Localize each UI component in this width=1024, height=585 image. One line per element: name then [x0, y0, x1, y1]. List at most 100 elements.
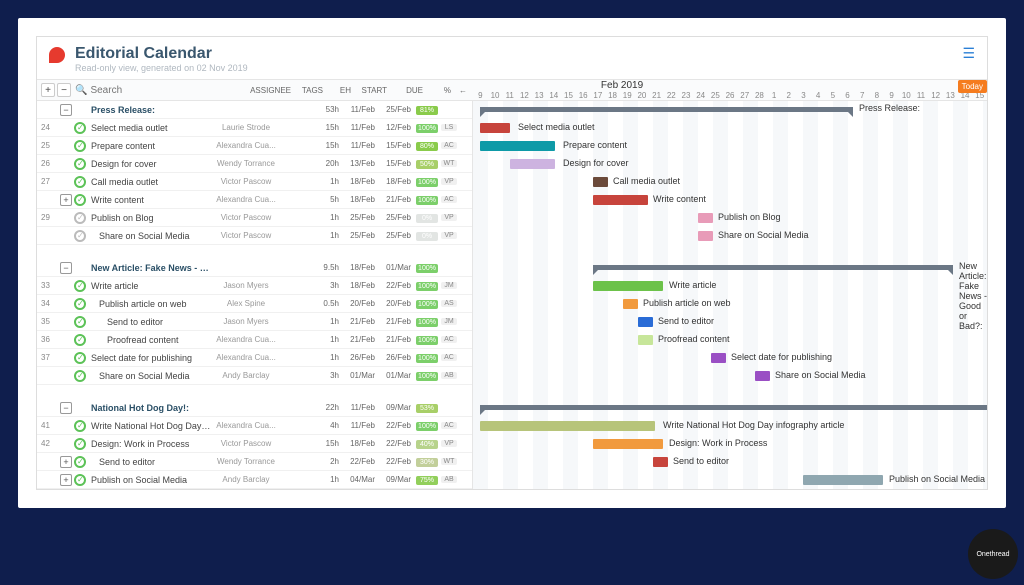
task-assignee: Andy Barclay	[211, 371, 281, 380]
gantt-bar[interactable]	[638, 317, 653, 327]
task-row[interactable]: 26Design for coverWendy Torrance20h13/Fe…	[37, 155, 472, 173]
collapse-icon[interactable]: −	[60, 104, 72, 116]
expand-icon[interactable]: +	[60, 456, 72, 468]
task-group-row[interactable]: −Press Release:53h11/Feb25/Feb81%	[37, 101, 472, 119]
status-check-icon[interactable]	[74, 176, 86, 188]
status-check-icon[interactable]	[74, 316, 86, 328]
status-check-icon[interactable]	[74, 122, 86, 134]
task-initials: VP	[441, 214, 457, 221]
gantt-bar[interactable]	[803, 475, 883, 485]
status-check-icon[interactable]	[74, 420, 86, 432]
gantt-bar[interactable]	[510, 159, 555, 169]
status-check-icon[interactable]	[74, 230, 86, 242]
expand-all-button[interactable]: +	[41, 83, 55, 97]
timeline-day: 20	[635, 91, 650, 100]
gantt-group-bar[interactable]	[480, 405, 988, 410]
task-row[interactable]: 24Select media outletLaurie Strode15h11/…	[37, 119, 472, 137]
col-pct[interactable]: %	[425, 84, 453, 97]
expand-icon[interactable]: +	[60, 194, 72, 206]
gantt-label: Select media outlet	[518, 122, 595, 132]
task-eh: 1h	[313, 335, 341, 344]
task-assignee: Alexandra Cua...	[211, 335, 281, 344]
task-row[interactable]: +Publish on Social MediaAndy Barclay1h04…	[37, 471, 472, 489]
task-pct: 100%	[413, 370, 441, 381]
gantt-bar[interactable]	[698, 213, 713, 223]
gantt-bar[interactable]	[638, 335, 653, 345]
collapse-icon[interactable]: −	[60, 402, 72, 414]
task-row[interactable]: +Send to editorWendy Torrance2h22/Feb22/…	[37, 453, 472, 471]
status-check-icon[interactable]	[74, 158, 86, 170]
timeline-day: 9	[473, 91, 488, 100]
col-start[interactable]: START	[353, 84, 389, 97]
task-row[interactable]: 25Prepare contentAlexandra Cua...15h11/F…	[37, 137, 472, 155]
today-badge[interactable]: Today	[958, 80, 987, 93]
task-row[interactable]: 35Send to editorJason Myers1h21/Feb21/Fe…	[37, 313, 472, 331]
col-back[interactable]: ←	[453, 84, 469, 97]
task-row[interactable]: Share on Social MediaVictor Pascow1h25/F…	[37, 227, 472, 245]
col-due[interactable]: DUE	[389, 84, 425, 97]
task-eh: 22h	[313, 403, 341, 412]
status-check-icon[interactable]	[74, 140, 86, 152]
row-index: 42	[41, 439, 59, 448]
filter-icon[interactable]: ☰	[962, 45, 975, 62]
gantt-bar[interactable]	[480, 421, 655, 431]
gantt-bar[interactable]	[711, 353, 726, 363]
status-check-icon[interactable]	[74, 456, 86, 468]
status-check-icon[interactable]	[74, 280, 86, 292]
status-check-icon[interactable]	[74, 298, 86, 310]
collapse-all-button[interactable]: −	[57, 83, 71, 97]
task-row[interactable]: 34Publish article on webAlex Spine0.5h20…	[37, 295, 472, 313]
task-row[interactable]: 37Select date for publishingAlexandra Cu…	[37, 349, 472, 367]
status-check-icon[interactable]	[74, 334, 86, 346]
gantt-bar[interactable]	[593, 281, 663, 291]
gantt-group-bar[interactable]	[480, 107, 853, 112]
gantt-bar[interactable]	[623, 299, 638, 309]
task-group-row[interactable]: −National Hot Dog Day!:22h11/Feb09/Mar53…	[37, 399, 472, 417]
status-check-icon[interactable]	[74, 194, 86, 206]
task-row[interactable]: 27Call media outletVictor Pascow1h18/Feb…	[37, 173, 472, 191]
row-index: 37	[41, 353, 59, 362]
task-row[interactable]: 36Proofread contentAlexandra Cua...1h21/…	[37, 331, 472, 349]
search-icon[interactable]: 🔍	[75, 85, 87, 96]
task-row[interactable]: 41Write National Hot Dog Day infogr...Al…	[37, 417, 472, 435]
app-header: Editorial Calendar Read-only view, gener…	[37, 37, 987, 80]
gantt-group-bar[interactable]	[593, 265, 953, 270]
gantt-bar[interactable]	[755, 371, 770, 381]
status-check-icon[interactable]	[74, 212, 86, 224]
task-row[interactable]: +Write contentAlexandra Cua...5h18/Feb21…	[37, 191, 472, 209]
task-row[interactable]: Share on Social MediaAndy Barclay3h01/Ma…	[37, 367, 472, 385]
gantt-task-row: Send to editor	[473, 453, 987, 471]
task-row[interactable]: 33Write articleJason Myers3h18/Feb22/Feb…	[37, 277, 472, 295]
task-assignee: Wendy Torrance	[211, 457, 281, 466]
status-check-icon[interactable]	[74, 474, 86, 486]
status-check-icon[interactable]	[74, 438, 86, 450]
gantt-bar[interactable]	[593, 177, 608, 187]
col-eh[interactable]: EH	[325, 84, 353, 97]
gantt-bar[interactable]	[593, 439, 663, 449]
timeline-day: 22	[664, 91, 679, 100]
task-group-row[interactable]: −New Article: Fake News - Good or Bad?:9…	[37, 259, 472, 277]
col-assignee[interactable]: ASSIGNEE	[223, 84, 293, 97]
gantt-group-row: Press Release:	[473, 101, 987, 119]
row-index: 41	[41, 421, 59, 430]
task-row[interactable]: 29Publish on BlogVictor Pascow1h25/Feb25…	[37, 209, 472, 227]
expand-icon[interactable]: +	[60, 474, 72, 486]
gantt-bar[interactable]	[593, 195, 648, 205]
col-tags[interactable]: TAGS	[293, 84, 325, 97]
task-assignee: Wendy Torrance	[211, 159, 281, 168]
gantt-bar[interactable]	[480, 141, 555, 151]
gantt-bar[interactable]	[698, 231, 713, 241]
timeline-day: 28	[752, 91, 767, 100]
status-check-icon[interactable]	[74, 370, 86, 382]
timeline-day: 26	[723, 91, 738, 100]
task-name: New Article: Fake News - Good or Bad?:	[87, 263, 211, 273]
gantt-bar[interactable]	[653, 457, 668, 467]
task-row[interactable]: 42Design: Work in ProcessVictor Pascow15…	[37, 435, 472, 453]
task-assignee: Alex Spine	[211, 299, 281, 308]
status-check-icon[interactable]	[74, 352, 86, 364]
gantt-bar[interactable]	[480, 123, 510, 133]
task-pct: 81%	[413, 104, 441, 115]
timeline-day: 1	[767, 91, 782, 100]
collapse-icon[interactable]: −	[60, 262, 72, 274]
search-input[interactable]	[90, 85, 150, 96]
